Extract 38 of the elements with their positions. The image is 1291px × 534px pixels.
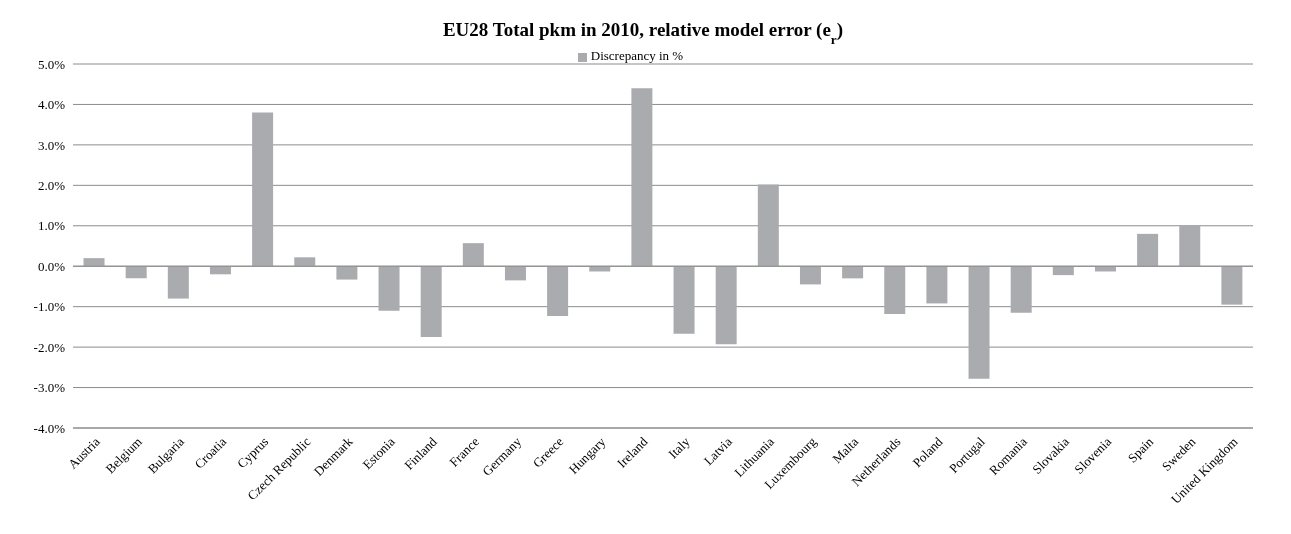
legend-label: Discrepancy in % [590, 48, 684, 63]
bar [378, 266, 400, 311]
bar [1052, 266, 1074, 276]
y-tick-label: 3.0% [37, 137, 66, 153]
bar [842, 266, 864, 279]
bar [504, 266, 526, 281]
bar [420, 266, 442, 337]
bar [167, 266, 189, 299]
bar [1221, 266, 1243, 305]
bar [968, 266, 990, 379]
bar [547, 266, 569, 316]
bar [673, 266, 695, 334]
bar [715, 266, 737, 345]
y-tick-label: -3.0% [33, 380, 66, 396]
bar [1179, 225, 1201, 267]
y-tick-label: -2.0% [33, 339, 66, 355]
bar [1010, 266, 1032, 313]
chart-title: EU28 Total pkm in 2010, relative model error (e$_{r}$) [442, 19, 844, 47]
bar [462, 243, 484, 267]
bar [926, 266, 948, 304]
bar [757, 184, 779, 267]
bar [799, 266, 821, 285]
bar [336, 266, 358, 280]
y-tick-label: 4.0% [37, 97, 66, 113]
y-tick-label: 2.0% [37, 177, 66, 193]
bar [884, 266, 906, 314]
y-tick-label: 1.0% [37, 218, 66, 234]
bar [252, 112, 274, 267]
y-tick-label: 5.0% [37, 56, 66, 72]
bar [125, 266, 147, 279]
x-tick-label: Italy [665, 433, 694, 462]
bar [1137, 233, 1159, 267]
y-tick-label: 0.0% [37, 258, 66, 274]
y-tick-label: -4.0% [33, 420, 66, 436]
bar [631, 88, 653, 267]
y-tick-label: -1.0% [33, 299, 66, 315]
bar [294, 257, 316, 267]
bar [83, 258, 105, 267]
